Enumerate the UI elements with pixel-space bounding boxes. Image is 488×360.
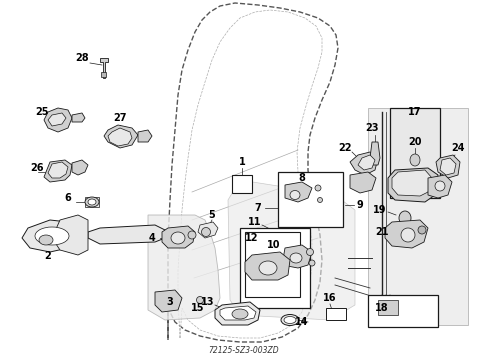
Text: 4: 4 [148,233,155,243]
Text: 26: 26 [30,163,43,173]
Ellipse shape [410,171,418,179]
Polygon shape [285,182,311,202]
Ellipse shape [231,309,247,319]
Bar [325,308,346,320]
Polygon shape [138,130,152,142]
Polygon shape [44,108,72,132]
Polygon shape [357,155,374,170]
Polygon shape [198,222,218,238]
Polygon shape [48,113,66,126]
Text: 22: 22 [338,143,351,153]
Polygon shape [227,180,354,320]
Bar [231,175,251,193]
Polygon shape [108,128,132,146]
Polygon shape [391,170,431,196]
Bar [367,295,437,327]
Ellipse shape [39,235,53,245]
Polygon shape [349,152,377,175]
Polygon shape [104,125,138,148]
Text: 18: 18 [374,303,388,313]
Text: 16: 16 [323,293,336,303]
Ellipse shape [417,226,425,234]
Text: 25: 25 [35,107,48,117]
Text: 15: 15 [191,303,204,313]
Text: 1: 1 [238,157,245,167]
Polygon shape [100,58,108,78]
Ellipse shape [201,228,210,237]
Text: 3: 3 [166,297,173,307]
Ellipse shape [259,261,276,275]
Text: 28: 28 [75,53,89,63]
Polygon shape [148,215,220,320]
Ellipse shape [314,185,320,191]
Polygon shape [367,108,467,325]
Ellipse shape [281,315,298,325]
Ellipse shape [400,228,414,242]
Ellipse shape [187,231,196,239]
Text: 19: 19 [372,205,386,215]
Ellipse shape [289,253,302,263]
Text: 12: 12 [245,233,258,243]
Text: 23: 23 [365,123,378,133]
Polygon shape [162,226,195,248]
Text: 8: 8 [298,173,305,183]
Polygon shape [220,306,256,320]
Ellipse shape [308,260,314,266]
Text: 21: 21 [374,227,388,237]
Bar [101,72,106,77]
Polygon shape [427,175,451,198]
Polygon shape [387,168,437,202]
Text: 6: 6 [64,193,71,203]
Polygon shape [52,215,88,255]
Text: 10: 10 [267,240,280,250]
Polygon shape [88,225,164,244]
Text: 14: 14 [294,317,307,327]
Ellipse shape [196,297,203,303]
Bar [377,300,397,315]
Text: 9: 9 [356,200,363,210]
Ellipse shape [289,190,299,199]
Text: 27: 27 [113,113,126,123]
Polygon shape [168,3,337,342]
Polygon shape [22,220,78,252]
Text: 5: 5 [208,210,215,220]
Polygon shape [215,302,260,325]
Text: 13: 13 [201,297,214,307]
Text: 72125-SZ3-003ZD: 72125-SZ3-003ZD [208,346,279,355]
Ellipse shape [434,181,444,191]
Bar [240,228,309,308]
Polygon shape [72,113,85,122]
Polygon shape [178,10,321,338]
Polygon shape [435,155,459,178]
Text: 20: 20 [407,137,421,147]
Ellipse shape [171,232,184,244]
Ellipse shape [284,316,295,324]
Polygon shape [155,290,182,312]
Bar [244,232,299,297]
Ellipse shape [398,211,410,225]
Text: 2: 2 [44,251,51,261]
Ellipse shape [306,248,313,256]
Polygon shape [48,162,68,178]
Text: 7: 7 [254,203,261,213]
Text: 11: 11 [248,217,261,227]
Polygon shape [244,252,289,280]
Ellipse shape [35,227,69,245]
Bar [389,108,439,198]
Bar [278,172,342,227]
Polygon shape [384,220,427,248]
Text: 17: 17 [407,107,421,117]
Ellipse shape [88,199,96,205]
Ellipse shape [85,197,99,207]
Polygon shape [439,158,455,175]
Polygon shape [85,197,99,207]
Ellipse shape [409,154,419,166]
Polygon shape [282,245,311,268]
Polygon shape [72,160,88,175]
Ellipse shape [317,198,322,202]
Polygon shape [44,160,72,182]
Polygon shape [369,142,379,165]
Text: 24: 24 [450,143,464,153]
Polygon shape [349,172,375,193]
